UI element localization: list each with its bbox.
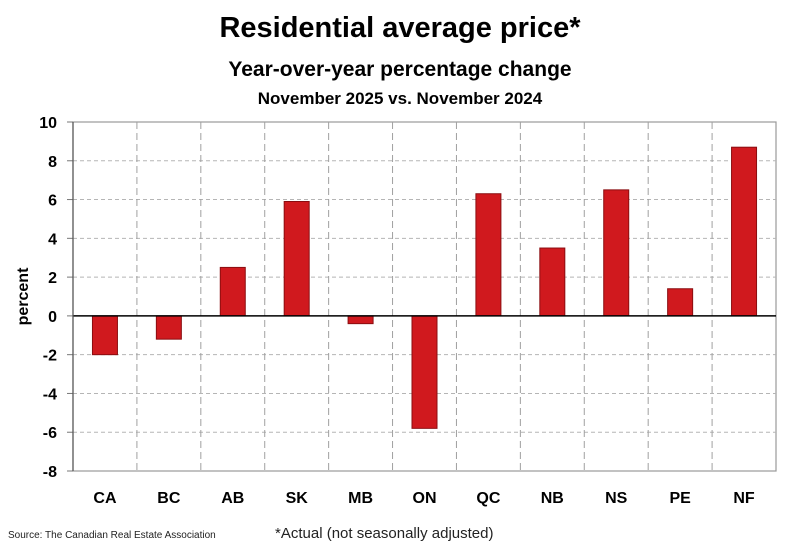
y-tick-label: 2 [48, 270, 57, 287]
x-tick-label: NB [541, 490, 564, 507]
bar-nb [539, 247, 566, 317]
y-axis-label: percent [15, 267, 32, 325]
bar-on [411, 315, 438, 429]
x-tick-label: BC [157, 490, 181, 507]
bar-mb [347, 315, 374, 325]
x-tick-label: NS [605, 490, 628, 507]
footnote: *Actual (not seasonally adjusted) [275, 525, 494, 542]
y-tick-label: 0 [48, 309, 57, 326]
x-tick-label: SK [286, 490, 309, 507]
chart-period: November 2025 vs. November 2024 [257, 89, 543, 108]
x-tick-label: PE [669, 490, 691, 507]
y-tick-label: 10 [39, 115, 57, 132]
bar-bc [155, 315, 182, 340]
bar-nf [731, 146, 758, 317]
bar-ns [603, 189, 630, 317]
y-tick-label: -2 [43, 348, 57, 365]
x-tick-label: CA [93, 490, 117, 507]
bar-sk [283, 200, 310, 317]
x-tick-label: MB [348, 490, 373, 507]
y-tick-label: 6 [48, 193, 57, 210]
y-tick-label: -8 [43, 464, 57, 481]
bar-qc [475, 193, 502, 317]
y-tick-label: -4 [43, 386, 57, 403]
source-note: Source: The Canadian Real Estate Associa… [8, 530, 216, 541]
x-tick-label: AB [221, 490, 244, 507]
chart-title: Residential average price* [219, 12, 581, 44]
bar-pe [667, 288, 694, 317]
x-tick-label: ON [413, 490, 437, 507]
bar-ca [91, 315, 118, 356]
x-tick-label: NF [733, 490, 755, 507]
y-tick-label: 4 [48, 231, 57, 248]
chart-subtitle: Year-over-year percentage change [228, 58, 572, 81]
y-tick-label: 8 [48, 154, 57, 171]
x-tick-label: QC [476, 490, 500, 507]
y-tick-label: -6 [43, 425, 57, 442]
bar-ab [219, 266, 246, 317]
